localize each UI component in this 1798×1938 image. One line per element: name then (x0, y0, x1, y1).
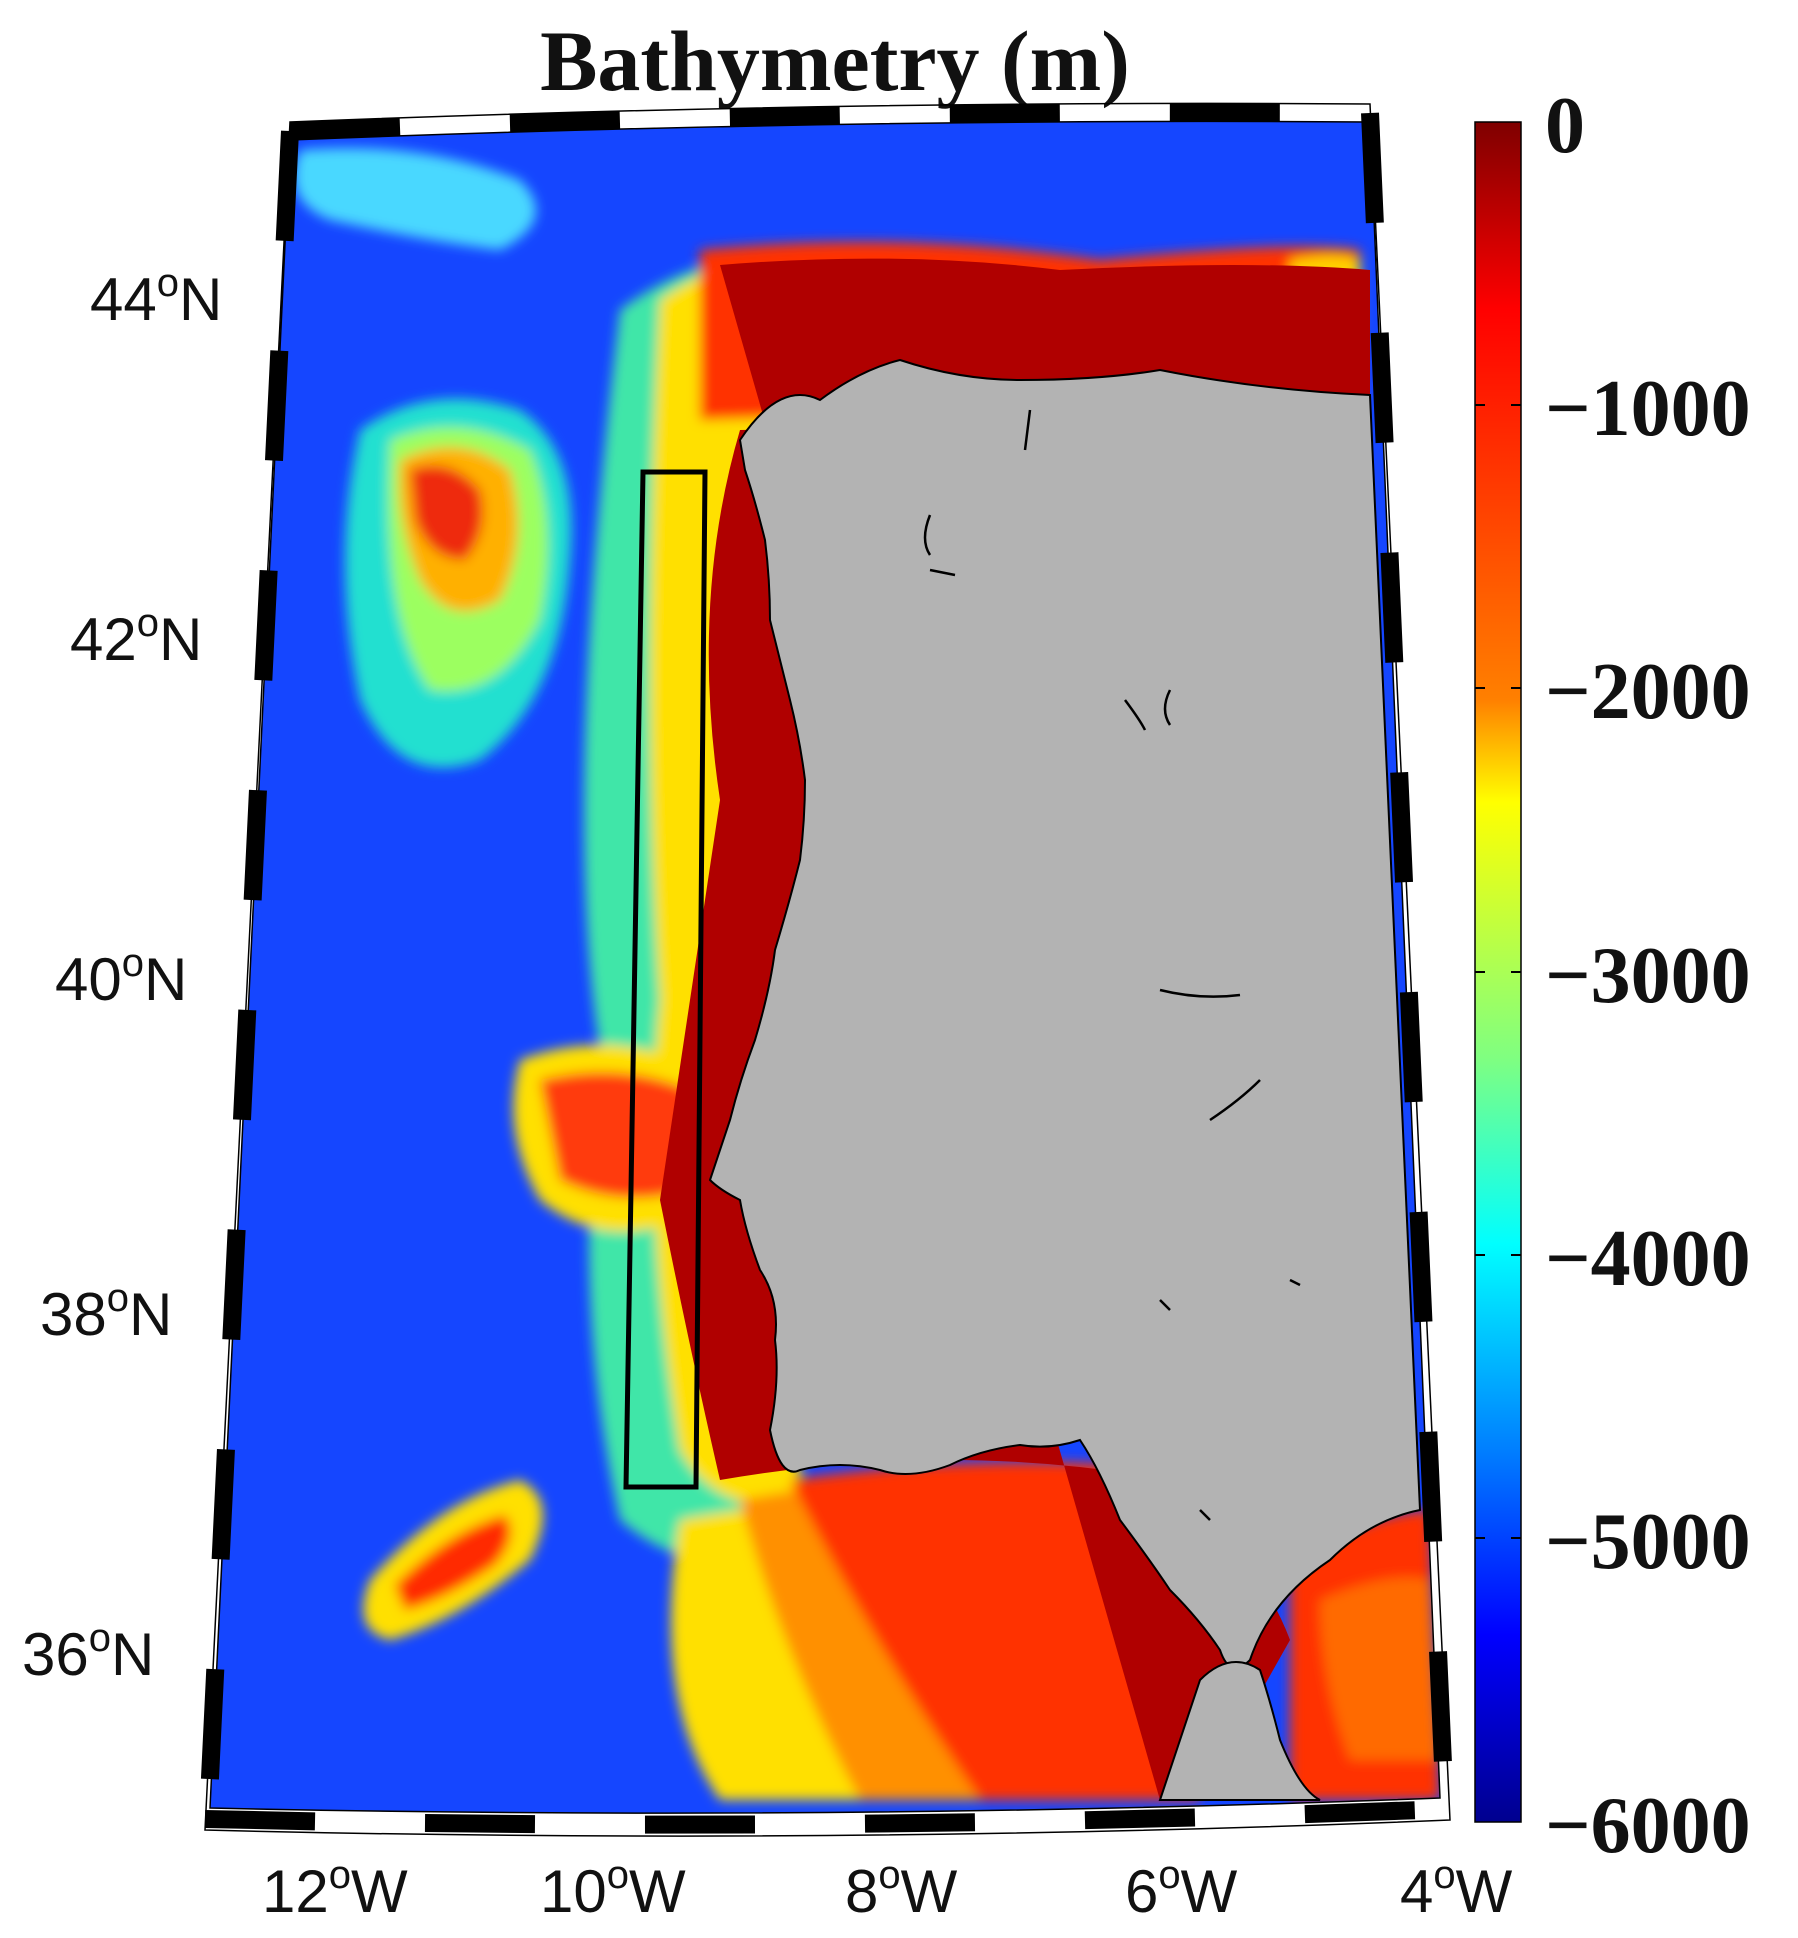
lat-label-40: 40oN (55, 941, 187, 1013)
study-area-box[interactable] (623, 469, 708, 1490)
colorbar-label-6000: −6000 (1545, 1782, 1751, 1870)
colorbar-label-4000: −4000 (1545, 1215, 1751, 1303)
lat-label-38: 38oN (40, 1276, 172, 1348)
map-body (210, 121, 1440, 1814)
colorbar-label-0: 0 (1545, 82, 1585, 170)
colorbar-label-5000: −5000 (1545, 1498, 1751, 1586)
lon-label-12: 12oW (262, 1853, 408, 1925)
colorbar: 0 −1000 −2000 −3000 −4000 −5000 −6000 (1474, 82, 1751, 1870)
latitude-labels: 44oN 42oN 40oN 38oN 36oN (22, 261, 222, 1688)
lat-label-42: 42oN (70, 601, 202, 673)
colorbar-label-1000: −1000 (1545, 365, 1751, 453)
colorbar-ticks (1475, 404, 1521, 1539)
lon-label-6: 6oW (1125, 1853, 1238, 1925)
lat-label-44: 44oN (90, 261, 222, 333)
colorbar-label-3000: −3000 (1545, 932, 1751, 1020)
inland-water-outlines (923, 409, 1301, 1521)
lon-label-8: 8oW (845, 1853, 958, 1925)
lon-label-10: 10oW (540, 1853, 686, 1925)
lon-label-4: 4oW (1400, 1853, 1513, 1925)
lat-label-36: 36oN (22, 1616, 154, 1688)
longitude-labels: 12oW 10oW 8oW 6oW 4oW (262, 1853, 1513, 1925)
iberian-peninsula-land (708, 358, 1422, 1669)
colorbar-label-2000: −2000 (1545, 648, 1751, 736)
map-title: Bathymetry (m) (540, 13, 1130, 109)
frame-border (199, 102, 1454, 1837)
north-africa-land (1158, 1661, 1321, 1801)
